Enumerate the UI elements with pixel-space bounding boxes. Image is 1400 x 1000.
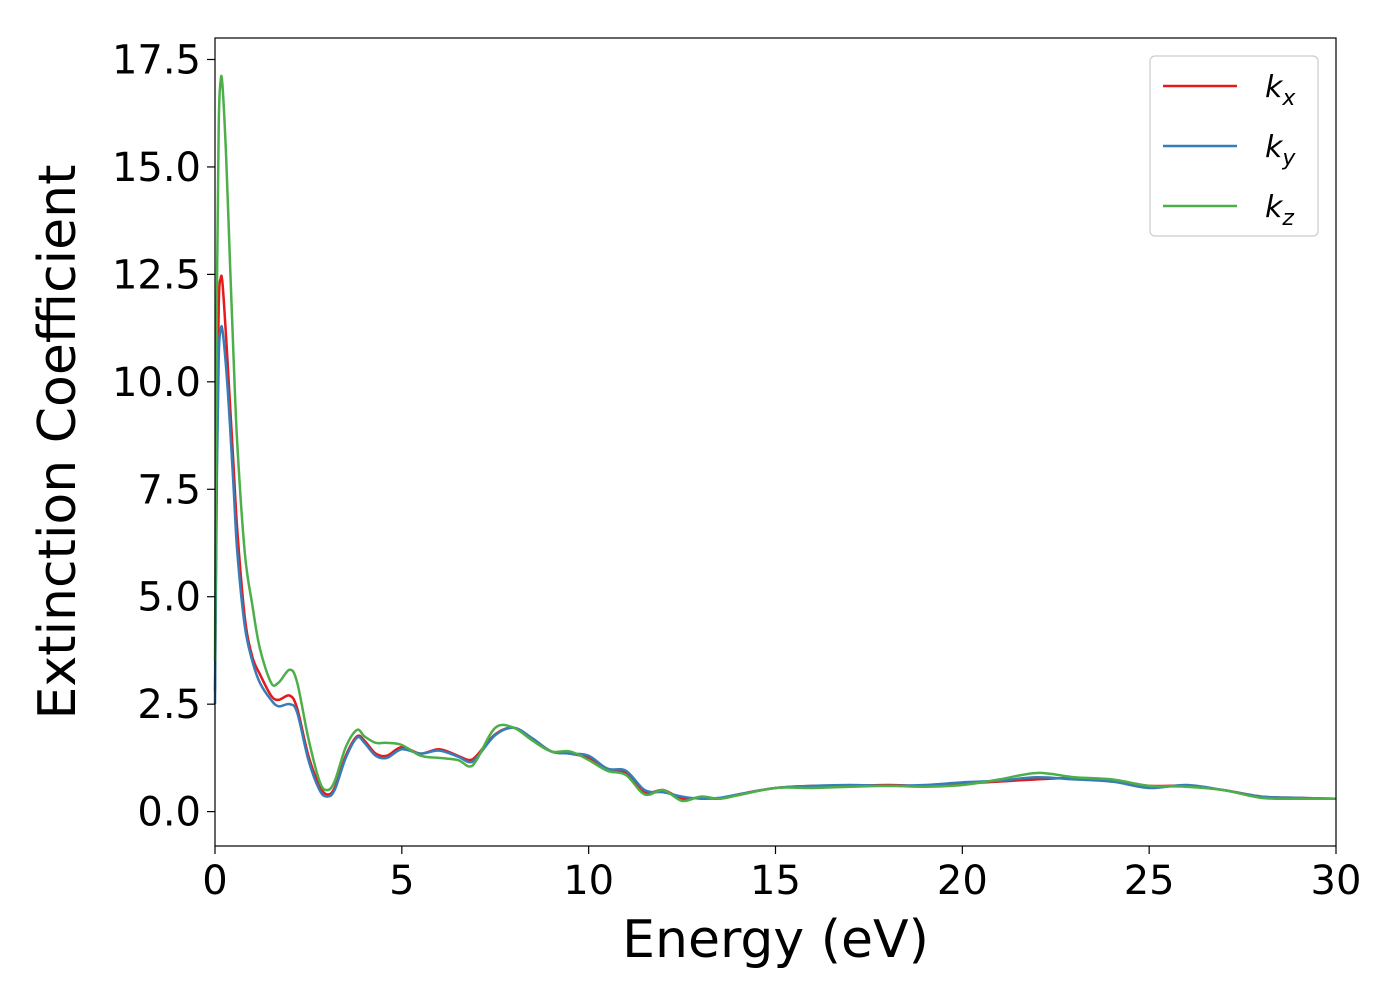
legend-label-y: ky [1265, 130, 1296, 171]
y-tick-label: 7.5 [137, 467, 201, 513]
legend: kx ky kz [1149, 55, 1319, 237]
series-layer [213, 74, 1337, 803]
legend-label-x: kx [1265, 70, 1296, 111]
x-axis-ticks: 0 5 10 15 20 25 30 [202, 846, 1361, 904]
x-tick-label: 5 [389, 858, 414, 904]
y-tick-label: 17.5 [112, 37, 201, 83]
x-tick-label: 30 [1311, 858, 1362, 904]
y-tick-label: 12.5 [112, 252, 201, 298]
x-tick-label: 10 [563, 858, 614, 904]
y-tick-label: 10.0 [112, 360, 201, 406]
y-tick-label: 5.0 [137, 575, 201, 621]
series-line-z [213, 74, 1337, 803]
legend-label-z: kz [1265, 190, 1294, 231]
x-tick-label: 15 [750, 858, 801, 904]
y-axis-label: Extinction Coefficient [28, 165, 88, 720]
series-line-y [213, 324, 1337, 801]
series-line-x [213, 274, 1337, 801]
x-tick-label: 20 [937, 858, 988, 904]
y-axis-ticks: 0.0 2.5 5.0 7.5 10.0 12.5 15.0 17.5 [112, 37, 215, 836]
y-tick-label: 15.0 [112, 145, 201, 191]
y-tick-label: 0.0 [137, 790, 201, 836]
y-tick-label: 2.5 [137, 682, 201, 728]
x-tick-label: 25 [1124, 858, 1175, 904]
plot-area [215, 38, 1336, 846]
x-tick-label: 0 [202, 858, 227, 904]
x-axis-label: Energy (eV) [622, 910, 929, 970]
